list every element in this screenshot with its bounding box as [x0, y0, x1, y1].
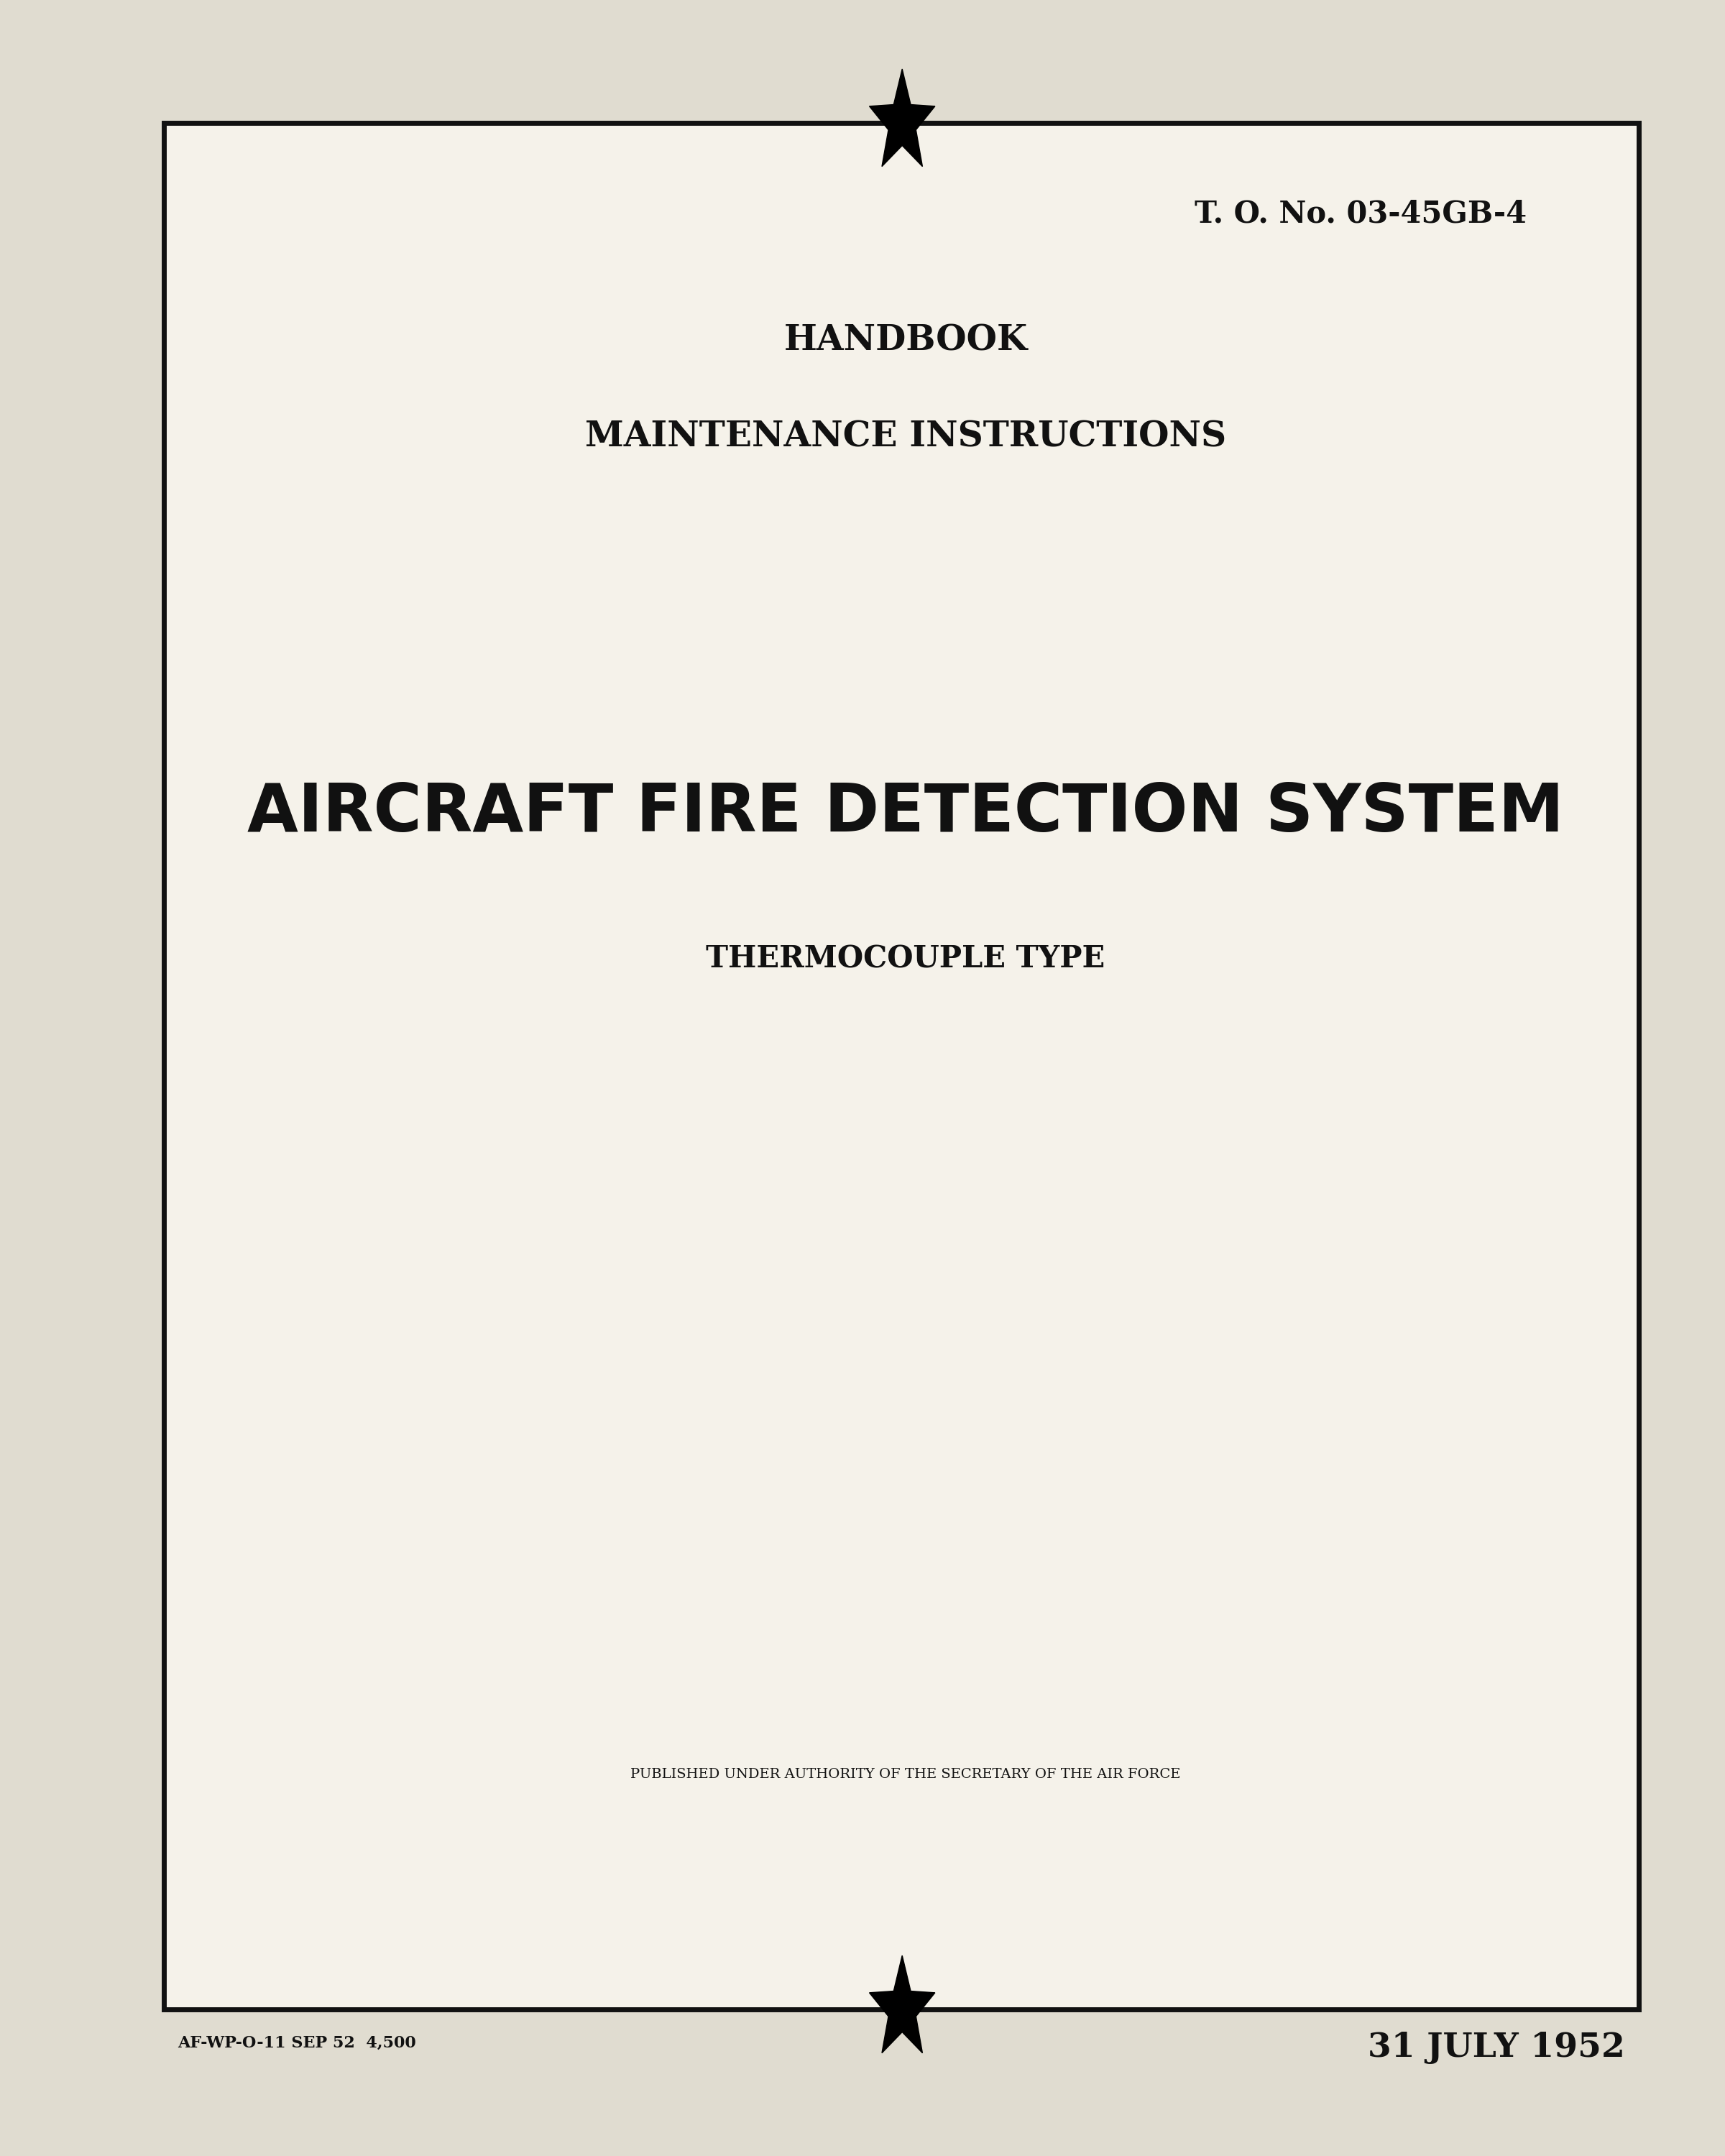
Text: MAINTENANCE INSTRUCTIONS: MAINTENANCE INSTRUCTIONS — [585, 420, 1226, 455]
Polygon shape — [869, 69, 935, 166]
Circle shape — [45, 332, 135, 444]
Text: PUBLISHED UNDER AUTHORITY OF THE SECRETARY OF THE AIR FORCE: PUBLISHED UNDER AUTHORITY OF THE SECRETA… — [631, 1768, 1180, 1781]
Circle shape — [45, 1022, 135, 1134]
Text: AIRCRAFT FIRE DETECTION SYSTEM: AIRCRAFT FIRE DETECTION SYSTEM — [247, 780, 1565, 845]
Text: T. O. No. 03-45GB-4: T. O. No. 03-45GB-4 — [1194, 198, 1527, 229]
Polygon shape — [869, 1955, 935, 2053]
Text: 31 JULY 1952: 31 JULY 1952 — [1368, 2031, 1625, 2063]
Text: HANDBOOK: HANDBOOK — [783, 323, 1028, 358]
Text: THERMOCOUPLE TYPE: THERMOCOUPLE TYPE — [706, 944, 1106, 975]
Circle shape — [45, 1701, 135, 1813]
Text: AF-WP-O-11 SEP 52  4,500: AF-WP-O-11 SEP 52 4,500 — [178, 2035, 416, 2050]
FancyBboxPatch shape — [164, 123, 1639, 2009]
